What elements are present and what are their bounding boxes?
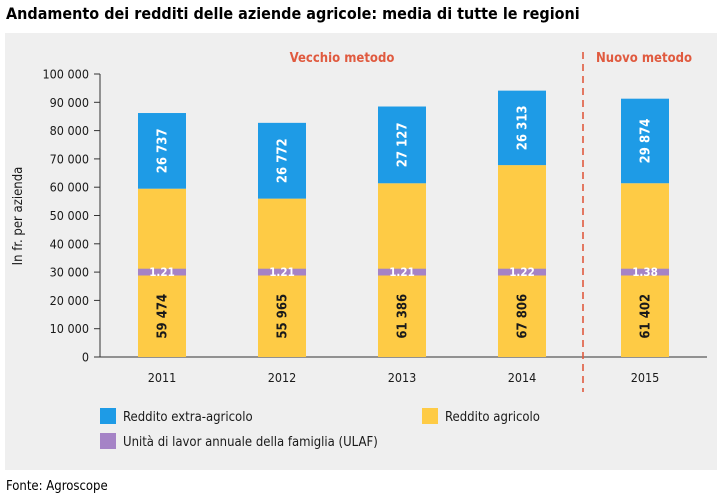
y-tick-label: 40 000 <box>50 236 89 251</box>
old-method-label: Vecchio metodo <box>290 51 395 66</box>
y-tick-label: 10 000 <box>50 321 89 336</box>
source-note: Fonte: Agroscope <box>6 479 108 494</box>
x-tick-label: 2012 <box>268 370 297 385</box>
y-tick-label: 90 000 <box>50 95 89 110</box>
legend-swatch-ulaf <box>100 433 116 449</box>
ulaf-marker <box>138 268 186 276</box>
bar-reddito-agricolo <box>258 198 306 357</box>
value-label-reddito-agricolo: 61 386 <box>396 294 411 339</box>
ulaf-value-label: 1.21 <box>389 265 415 279</box>
bar-reddito-extra-agricolo <box>498 90 546 166</box>
value-label-reddito-agricolo: 67 806 <box>516 294 531 339</box>
legend-label-ulaf: Unità di lavor annuale della famiglia (U… <box>123 435 378 450</box>
ulaf-marker <box>378 268 426 276</box>
ulaf-marker <box>621 268 669 276</box>
value-label-extra-agricolo: 27 127 <box>396 123 411 168</box>
x-tick-label: 2014 <box>508 370 537 385</box>
y-tick-label: 30 000 <box>50 265 89 280</box>
value-label-reddito-agricolo: 55 965 <box>276 294 291 339</box>
value-label-extra-agricolo: 29 874 <box>639 119 654 164</box>
ulaf-marker <box>498 268 546 276</box>
legend-label-agricolo: Reddito agricolo <box>445 410 540 425</box>
x-tick-label: 2013 <box>388 370 417 385</box>
y-tick-label: 20 000 <box>50 293 89 308</box>
bar-reddito-extra-agricolo <box>621 98 669 184</box>
ulaf-marker <box>258 268 306 276</box>
y-axis-label: In fr. per azienda <box>11 167 26 266</box>
y-tick-label: 70 000 <box>50 151 89 166</box>
value-label-reddito-agricolo: 59 474 <box>156 294 171 339</box>
value-label-extra-agricolo: 26 737 <box>156 128 171 173</box>
value-label-extra-agricolo: 26 313 <box>516 105 531 150</box>
ulaf-value-label: 1.21 <box>149 265 175 279</box>
y-tick-label: 0 <box>82 350 89 365</box>
y-tick-label: 80 000 <box>50 123 89 138</box>
y-tick-label: 50 000 <box>50 208 89 223</box>
new-method-label: Nuovo metodo <box>596 51 692 66</box>
legend-label-extra: Reddito extra-agricolo <box>123 410 253 425</box>
bar-reddito-extra-agricolo <box>138 113 186 189</box>
ulaf-value-label: 1.38 <box>632 265 658 279</box>
chart-panel <box>5 33 717 470</box>
chart-title: Andamento dei redditi delle aziende agri… <box>6 4 580 23</box>
y-tick-label: 60 000 <box>50 180 89 195</box>
ulaf-value-label: 1.21 <box>269 265 295 279</box>
x-tick-label: 2015 <box>631 370 660 385</box>
legend-swatch-agricolo <box>422 408 438 424</box>
value-label-extra-agricolo: 26 772 <box>276 138 291 183</box>
x-tick-label: 2011 <box>148 370 177 385</box>
bar-reddito-extra-agricolo <box>378 106 426 184</box>
legend-swatch-extra <box>100 408 116 424</box>
bar-reddito-extra-agricolo <box>258 122 306 199</box>
y-tick-label: 100 000 <box>43 67 90 82</box>
bar-reddito-agricolo <box>498 165 546 357</box>
ulaf-value-label: 1.22 <box>509 265 535 279</box>
value-label-reddito-agricolo: 61 402 <box>639 294 654 339</box>
